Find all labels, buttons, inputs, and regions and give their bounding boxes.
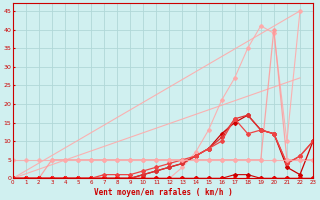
X-axis label: Vent moyen/en rafales ( km/h ): Vent moyen/en rafales ( km/h )	[93, 188, 232, 197]
